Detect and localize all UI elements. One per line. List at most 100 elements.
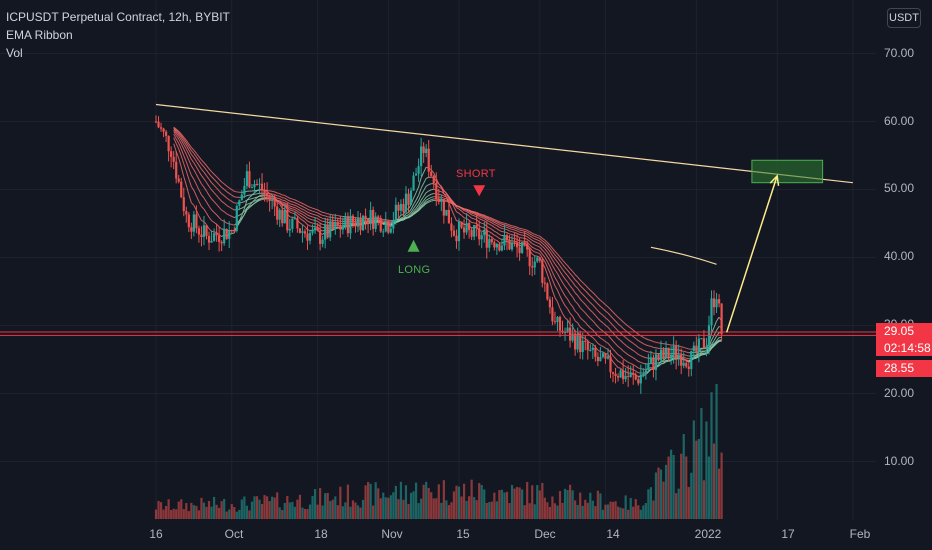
ema-ribbon-line — [228, 206, 233, 209]
volume-bar — [586, 502, 589, 519]
volume-bar — [452, 491, 456, 519]
candle-body — [303, 231, 307, 234]
ema-ribbon-line — [587, 293, 591, 297]
ema-ribbon-line — [302, 211, 306, 214]
ema-ribbon-line — [425, 184, 429, 187]
candle-body — [566, 327, 569, 333]
ema-ribbon-line — [451, 201, 455, 205]
ema-ribbon-line — [438, 186, 442, 189]
currency-button[interactable]: USDT — [887, 8, 921, 28]
ema-ribbon-line — [221, 193, 225, 197]
ema-ribbon-line — [175, 132, 180, 137]
candle-body — [659, 349, 663, 361]
ema-ribbon-line — [190, 147, 195, 151]
ema-ribbon-line — [602, 322, 606, 326]
volume-bar — [649, 487, 652, 519]
volume-bar — [457, 486, 461, 519]
ema-ribbon-line — [297, 200, 301, 203]
candle-body — [500, 245, 504, 251]
candle-body — [697, 338, 700, 352]
volume-bar — [235, 511, 238, 519]
volume-bar — [367, 481, 370, 519]
volume-bar — [223, 498, 226, 519]
candle-body — [574, 333, 577, 350]
candle-body — [569, 327, 572, 341]
ema-ribbon-line — [554, 254, 558, 259]
ema-ribbon-line — [173, 127, 177, 131]
volume-bar — [556, 505, 559, 519]
volume-bar — [336, 505, 339, 519]
volume-bar — [720, 452, 723, 519]
indicator-ema-ribbon[interactable]: EMA Ribbon — [6, 28, 73, 42]
ema-ribbon-line — [231, 189, 235, 192]
volume-bar — [349, 506, 352, 519]
ema-ribbon-line — [440, 187, 445, 192]
ema-ribbon-line — [483, 216, 488, 220]
candle-body — [435, 183, 438, 200]
ema-ribbon-line — [208, 186, 212, 191]
ema-ribbon-line — [557, 290, 561, 297]
x-tick-label: 15 — [456, 527, 470, 541]
ema-ribbon-line — [185, 140, 190, 145]
ema-ribbon-line — [544, 242, 548, 246]
candle-body — [591, 347, 594, 350]
ema-ribbon-line — [249, 202, 253, 206]
indicator-volume[interactable]: Vol — [6, 46, 23, 60]
ema-ribbon-line — [211, 198, 215, 202]
volume-bar — [657, 467, 660, 519]
ema-ribbon-line — [216, 214, 220, 218]
volume-bar — [313, 489, 317, 519]
volume-bar — [604, 504, 607, 519]
symbol-title[interactable]: ICPUSDT Perpetual Contract, 12h, BYBIT — [6, 10, 230, 24]
ema-ribbon-line — [590, 335, 594, 338]
volume-bar — [579, 492, 582, 519]
volume-bar — [412, 491, 415, 519]
ema-ribbon-line — [615, 327, 619, 332]
ema-ribbon-line — [415, 195, 420, 201]
ema-ribbon-line — [569, 278, 574, 283]
candle-body — [154, 121, 158, 123]
ema-ribbon-line — [574, 274, 579, 278]
ema-ribbon-line — [256, 195, 260, 198]
volume-bar — [354, 502, 357, 519]
ema-ribbon-line — [243, 209, 248, 215]
ema-ribbon-line — [423, 201, 427, 206]
ema-ribbon-line — [471, 212, 475, 215]
ema-ribbon-line — [203, 208, 207, 214]
ema-ribbon-line — [494, 224, 498, 227]
candle-body — [404, 193, 408, 212]
ema-ribbon-line — [600, 299, 604, 303]
ema-ribbon-line — [711, 343, 715, 346]
candle-body — [442, 199, 445, 216]
ema-ribbon-line — [173, 131, 177, 136]
volume-bar — [442, 480, 445, 519]
ema-ribbon-line — [418, 194, 422, 201]
ema-ribbon-line — [238, 218, 243, 224]
ema-ribbon-line — [592, 320, 596, 325]
candle-body — [374, 216, 377, 229]
candle-body — [475, 225, 478, 229]
ema-ribbon-line — [206, 182, 210, 187]
candle-body — [417, 166, 420, 174]
volume-bar — [293, 506, 296, 519]
volume-bar — [505, 491, 509, 519]
ema-ribbon-line — [413, 210, 417, 214]
ema-ribbon-line — [557, 261, 561, 267]
ema-ribbon-line — [582, 294, 586, 298]
ema-ribbon-line — [544, 267, 548, 275]
volume-bar — [619, 507, 622, 519]
ema-ribbon-line — [254, 201, 258, 204]
volume-bar — [700, 408, 703, 519]
ema-ribbon-line — [299, 207, 303, 210]
ema-ribbon-line — [597, 335, 601, 339]
ema-ribbon-line — [584, 284, 589, 288]
ema-ribbon-line — [198, 179, 202, 185]
candle-body — [379, 218, 382, 232]
ema-ribbon-line — [299, 204, 303, 207]
ema-ribbon-line — [600, 312, 604, 316]
ema-ribbon-line — [627, 332, 631, 336]
volume-bar — [172, 508, 175, 519]
ema-ribbon-line — [244, 204, 248, 208]
volume-bar — [490, 501, 493, 519]
